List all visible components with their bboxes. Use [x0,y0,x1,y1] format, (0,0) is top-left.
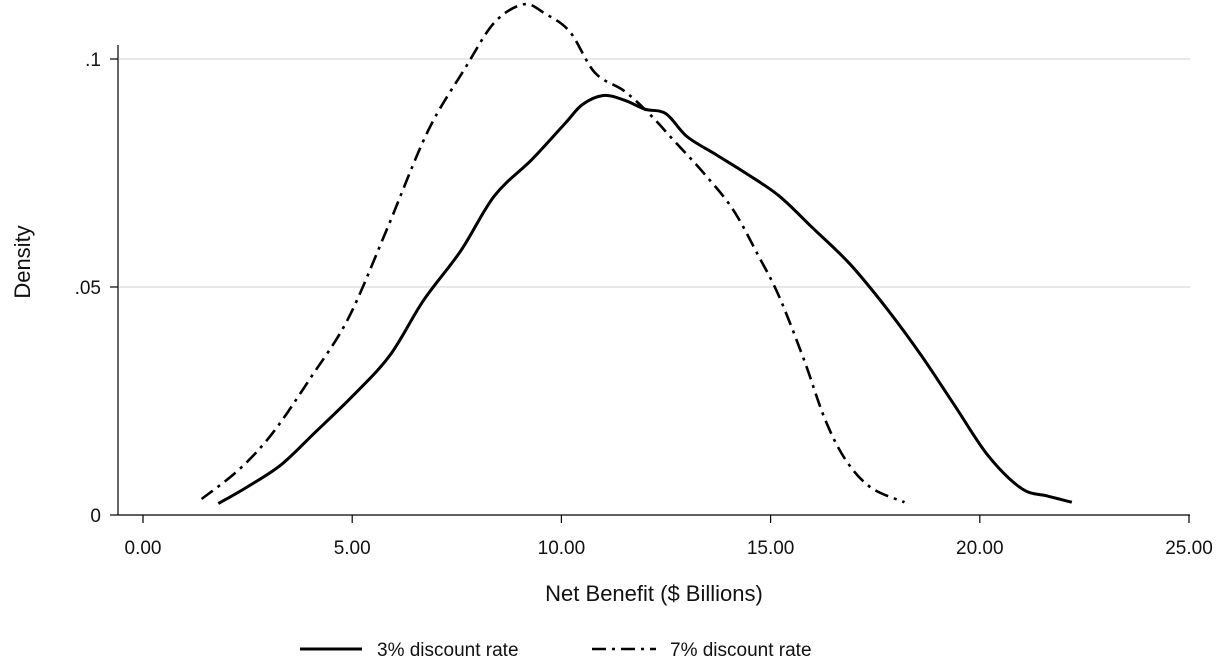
x-tick-label-4: 20.00 [956,538,1004,559]
x-axis-ticks: 0.00 5.00 10.00 15.00 20.00 25.00 [125,515,1213,559]
y-tick-label-2: .1 [85,50,101,71]
series-line-7pct [200,2,906,504]
x-axis-title: Net Benefit ($ Billions) [545,581,763,606]
y-axis-title: Density [10,225,35,298]
y-axis-ticks: 0 .05 .1 [75,50,118,527]
x-tick-label-1: 5.00 [334,538,371,559]
x-tick-label-2: 10.00 [538,538,586,559]
legend: 3% discount rate 7% discount rate [300,640,812,661]
legend-label-3pct: 3% discount rate [377,640,519,661]
series-line-3pct [217,93,1073,505]
legend-label-7pct: 7% discount rate [670,640,812,661]
x-tick-label-5: 25.00 [1165,538,1213,559]
y-tick-label-0: 0 [90,506,101,527]
series-lines [200,2,1073,505]
x-tick-label-0: 0.00 [125,538,162,559]
y-tick-label-1: .05 [75,278,101,299]
gridlines [119,58,1190,288]
x-tick-label-3: 15.00 [747,538,795,559]
